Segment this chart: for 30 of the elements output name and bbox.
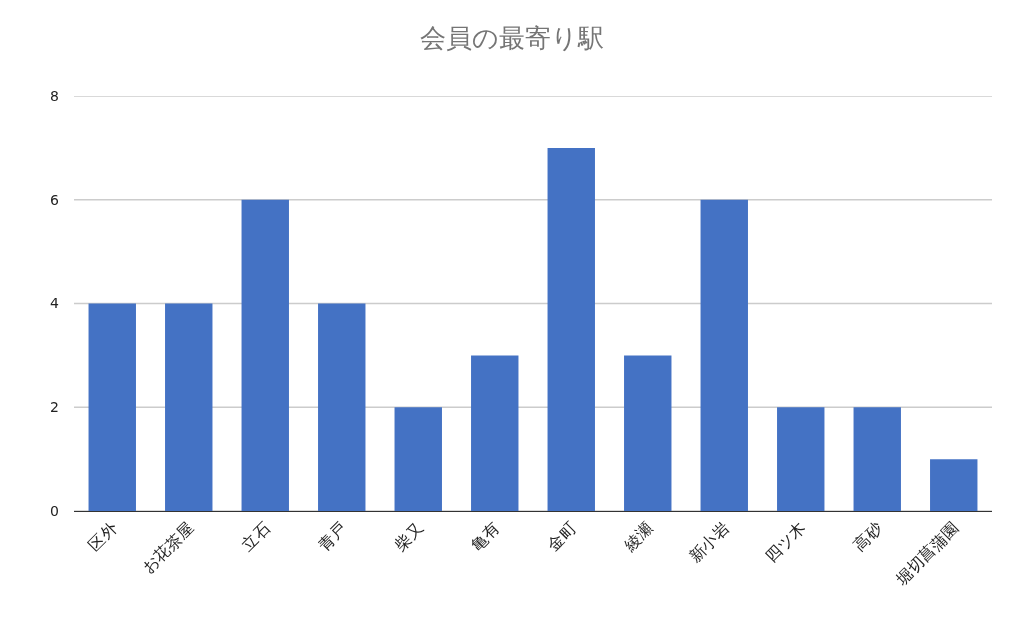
bar xyxy=(88,303,136,511)
bar xyxy=(547,147,595,511)
x-tick-label: 区外 xyxy=(84,518,121,555)
bar xyxy=(165,303,213,511)
bar xyxy=(624,355,672,511)
x-tick-label: お花茶屋 xyxy=(138,518,198,578)
bar xyxy=(318,303,366,511)
x-tick-label: 四ツ木 xyxy=(761,518,810,566)
y-tick-label: 4 xyxy=(50,295,60,312)
x-tick-label: 亀有 xyxy=(467,518,504,555)
x-tick-label: 青戸 xyxy=(314,518,351,555)
y-tick-label: 8 xyxy=(50,87,59,104)
bar xyxy=(853,407,901,511)
x-tick-label: 柴又 xyxy=(390,518,427,555)
bar xyxy=(471,355,519,511)
chart-title: 会員の最寄り駅 xyxy=(420,22,604,53)
bar xyxy=(930,459,978,511)
y-tick-label: 2 xyxy=(50,399,59,416)
bar xyxy=(241,199,289,511)
bar xyxy=(777,407,825,511)
x-tick-label: 立石 xyxy=(237,518,274,555)
bar xyxy=(394,407,442,511)
x-tick-label: 金町 xyxy=(543,518,580,555)
bar xyxy=(700,199,748,511)
y-tick-label: 6 xyxy=(50,191,60,208)
x-tick-label: 高砂 xyxy=(849,518,886,555)
x-tick-label: 綾瀬 xyxy=(619,518,657,556)
x-tick-label: 堀切菖蒲園 xyxy=(891,518,963,590)
x-tick-label: 新小岩 xyxy=(685,518,733,566)
y-tick-label: 0 xyxy=(50,502,59,519)
